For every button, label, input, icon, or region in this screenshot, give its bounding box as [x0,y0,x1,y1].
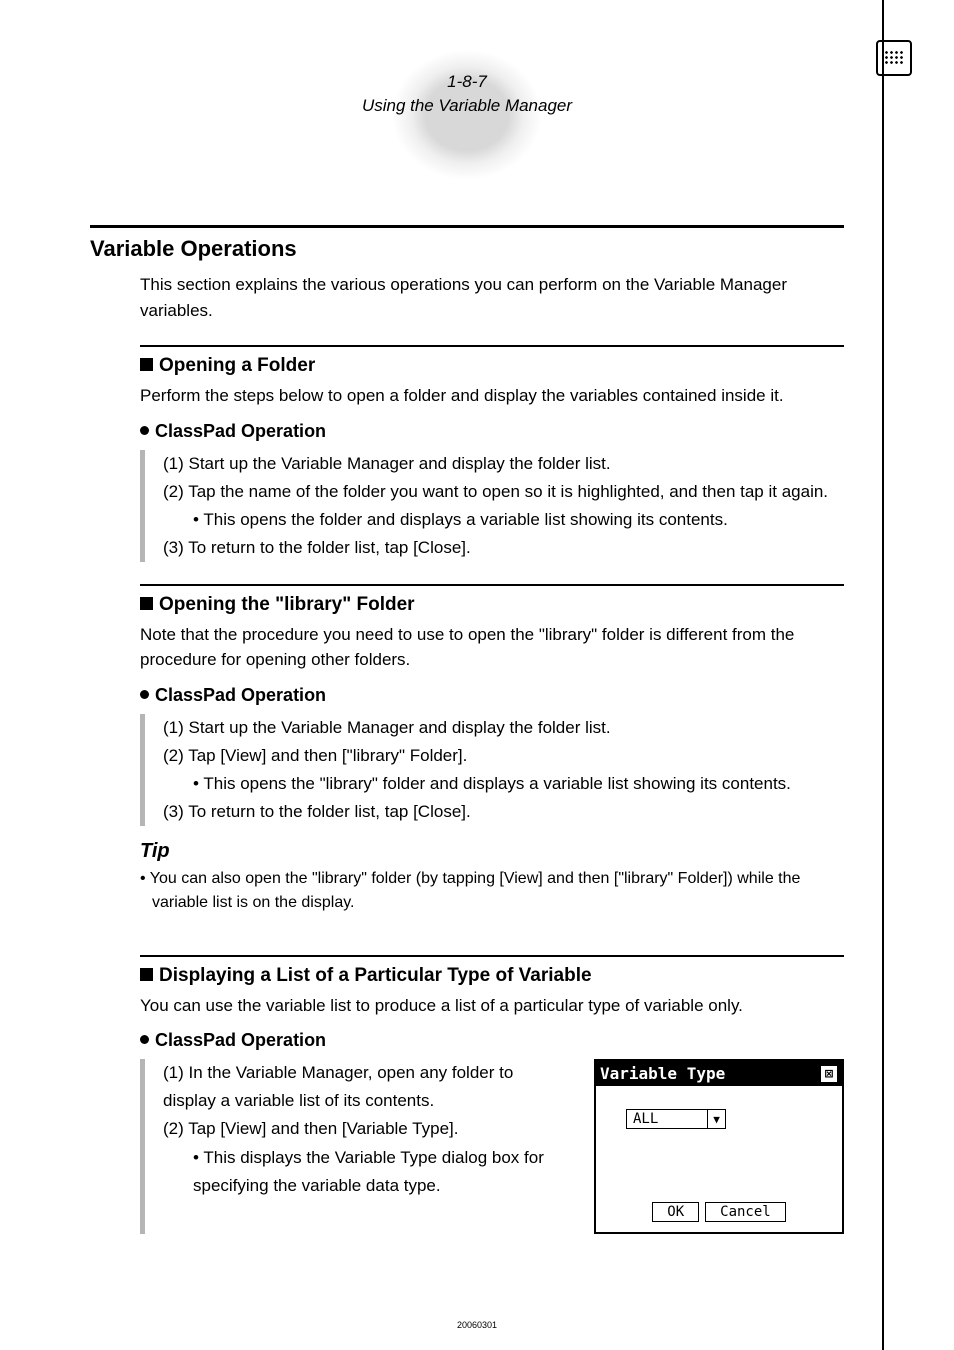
subsection-body: You can use the variable list to produce… [140,993,844,1019]
operation-heading-text: ClassPad Operation [155,421,326,441]
close-icon[interactable]: ⊠ [820,1065,838,1083]
step: (1) In the Variable Manager, open any fo… [163,1059,564,1115]
page-title: Variable Operations [90,236,844,262]
subsection-heading: Displaying a List of a Particular Type o… [140,965,844,987]
intro-text: This section explains the various operat… [140,272,844,323]
step: (3) To return to the folder list, tap [C… [163,798,844,826]
dropdown-value: ALL [627,1110,707,1128]
section-rule [140,955,844,957]
step-note: • This displays the Variable Type dialog… [163,1144,564,1200]
grid-icon [876,40,912,76]
section-rule [140,584,844,586]
chevron-down-icon: ▼ [707,1110,725,1128]
operation-heading-text: ClassPad Operation [155,1030,326,1050]
steps-block: (1) Start up the Variable Manager and di… [140,450,844,562]
section-number: 1-8-7 [392,72,542,92]
step-note: • This opens the folder and displays a v… [163,506,844,534]
right-margin-rule [882,0,884,1350]
subsection-heading: Opening the "library" Folder [140,594,844,616]
variable-type-dialog: Variable Type ⊠ ALL ▼ OK Cancel [594,1059,844,1234]
operation-heading: ClassPad Operation [140,685,844,706]
step: (2) Tap [View] and then ["library" Folde… [163,742,844,770]
ok-button[interactable]: OK [652,1202,699,1222]
step: (2) Tap the name of the folder you want … [163,478,844,506]
step: (1) Start up the Variable Manager and di… [163,450,844,478]
dialog-title: Variable Type [600,1064,725,1083]
operation-heading: ClassPad Operation [140,421,844,442]
steps-block: (1) Start up the Variable Manager and di… [140,714,844,826]
subsection-body: Note that the procedure you need to use … [140,622,844,673]
type-dropdown[interactable]: ALL ▼ [626,1109,726,1129]
section-title: Using the Variable Manager [317,96,617,116]
operation-heading: ClassPad Operation [140,1030,844,1051]
dialog-titlebar: Variable Type ⊠ [596,1061,842,1086]
subsection-heading: Opening a Folder [140,355,844,377]
tip-heading: Tip [140,840,844,863]
steps-block: (1) In the Variable Manager, open any fo… [140,1059,564,1234]
section-rule [140,345,844,347]
tip-body: • You can also open the "library" folder… [140,867,844,915]
cancel-button[interactable]: Cancel [705,1202,786,1222]
step: (1) Start up the Variable Manager and di… [163,714,844,742]
step-note: • This opens the "library" folder and di… [163,770,844,798]
subsection-body: Perform the steps below to open a folder… [140,383,844,409]
step: (2) Tap [View] and then [Variable Type]. [163,1115,564,1143]
footer-date: 20060301 [0,1320,954,1330]
section-badge: 1-8-7 Using the Variable Manager [90,50,844,185]
operation-heading-text: ClassPad Operation [155,685,326,705]
step: (3) To return to the folder list, tap [C… [163,534,844,562]
heading-rule [90,225,844,228]
